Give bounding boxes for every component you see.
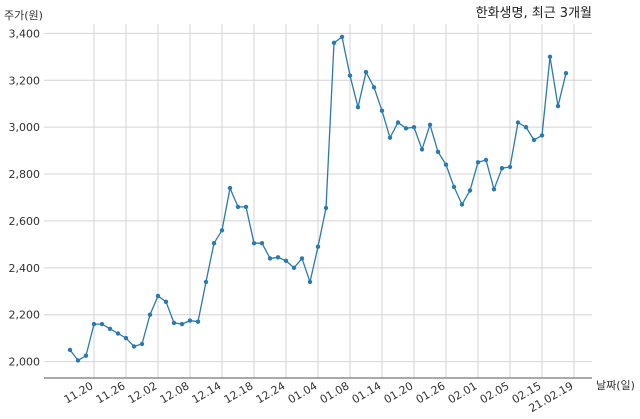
data-point	[251, 241, 257, 246]
y-tick-label: 2,000	[9, 356, 41, 369]
data-point	[475, 160, 481, 165]
data-point	[267, 256, 273, 261]
data-point	[435, 149, 441, 154]
data-point	[187, 318, 193, 323]
chart-title: 한화생명, 최근 3개월	[476, 6, 592, 21]
data-point	[331, 40, 337, 45]
data-point	[123, 335, 129, 341]
x-tick-label: 12.18	[222, 379, 256, 406]
data-point	[483, 157, 489, 163]
data-point	[411, 125, 417, 130]
data-point	[427, 122, 433, 128]
data-point	[547, 54, 553, 59]
data-point	[347, 73, 353, 78]
x-tick-label: 01.04	[286, 379, 320, 406]
data-point	[243, 204, 249, 210]
x-tick-label: 01.20	[382, 379, 416, 406]
data-point	[355, 105, 361, 110]
data-point	[139, 341, 145, 347]
data-point	[523, 125, 529, 130]
y-tick-label: 2,400	[9, 262, 41, 275]
y-tick-label: 3,000	[9, 121, 41, 134]
x-tick-labels: 11.2011.2612.0212.0812.1412.1812.2401.04…	[62, 379, 576, 415]
data-point	[539, 133, 545, 138]
data-point	[515, 120, 521, 125]
data-point	[131, 344, 137, 349]
x-tick-label: 01.14	[350, 379, 384, 406]
data-point	[371, 85, 377, 90]
x-tick-label: 11.26	[94, 379, 128, 406]
data-point	[307, 279, 313, 285]
data-point	[387, 135, 393, 140]
x-tick-label: 01.08	[318, 379, 352, 406]
data-point	[283, 258, 289, 263]
data-point	[275, 255, 281, 260]
data-point	[467, 188, 473, 193]
data-point	[147, 312, 153, 317]
data-point	[507, 164, 513, 170]
data-point	[179, 321, 185, 327]
data-point	[443, 162, 449, 167]
data-point	[491, 187, 497, 192]
data-point	[459, 202, 465, 207]
y-tick-label: 2,600	[9, 215, 41, 228]
data-point	[91, 321, 97, 327]
data-point	[115, 331, 121, 336]
y-tick-label: 3,400	[9, 27, 41, 40]
data-point	[195, 319, 201, 324]
data-point	[339, 34, 345, 40]
y-tick-labels: 2,000 2,200 2,400 2,600 2,800 3,000 3,200 3,400	[9, 27, 41, 368]
data-point	[563, 71, 569, 76]
x-tick-label: 01.26	[414, 379, 448, 406]
data-point	[299, 256, 305, 261]
data-points	[67, 34, 569, 363]
data-point	[259, 241, 265, 246]
x-tick-label: 02.05	[478, 379, 512, 406]
data-point	[531, 137, 537, 143]
data-point	[395, 120, 401, 125]
data-point	[499, 166, 505, 171]
y-tick-label: 3,200	[9, 74, 41, 87]
data-point	[291, 265, 297, 270]
data-point	[451, 184, 457, 190]
data-point	[219, 228, 225, 233]
x-tick-label: 12.08	[158, 379, 192, 406]
data-point	[235, 204, 241, 210]
x-tick-label: 12.14	[190, 379, 224, 406]
data-point	[315, 244, 321, 249]
data-point	[107, 326, 113, 331]
data-point	[379, 108, 385, 113]
data-point	[323, 205, 329, 211]
x-tick-label: 11.20	[62, 379, 96, 406]
y-tick-label: 2,800	[9, 168, 41, 181]
x-tick-label: 02.01	[446, 379, 480, 406]
data-point	[211, 241, 217, 246]
data-point	[83, 353, 89, 358]
y-axis-title: 주가(원)	[4, 9, 43, 22]
data-point	[227, 185, 233, 191]
data-point	[171, 320, 177, 326]
data-point	[163, 299, 169, 304]
data-point	[75, 358, 81, 363]
data-point	[203, 279, 209, 285]
x-tick-label: 12.02	[126, 379, 160, 406]
y-tick-label: 2,200	[9, 309, 41, 322]
data-point	[363, 69, 369, 75]
grid-lines	[44, 24, 592, 378]
x-axis-title: 날짜(일)	[596, 378, 635, 392]
data-point	[403, 126, 409, 131]
x-tick-label: 12.24	[254, 379, 288, 406]
data-point	[155, 293, 161, 299]
data-point	[419, 147, 425, 152]
data-point	[99, 321, 105, 327]
data-point	[67, 347, 73, 353]
data-point	[555, 103, 561, 109]
